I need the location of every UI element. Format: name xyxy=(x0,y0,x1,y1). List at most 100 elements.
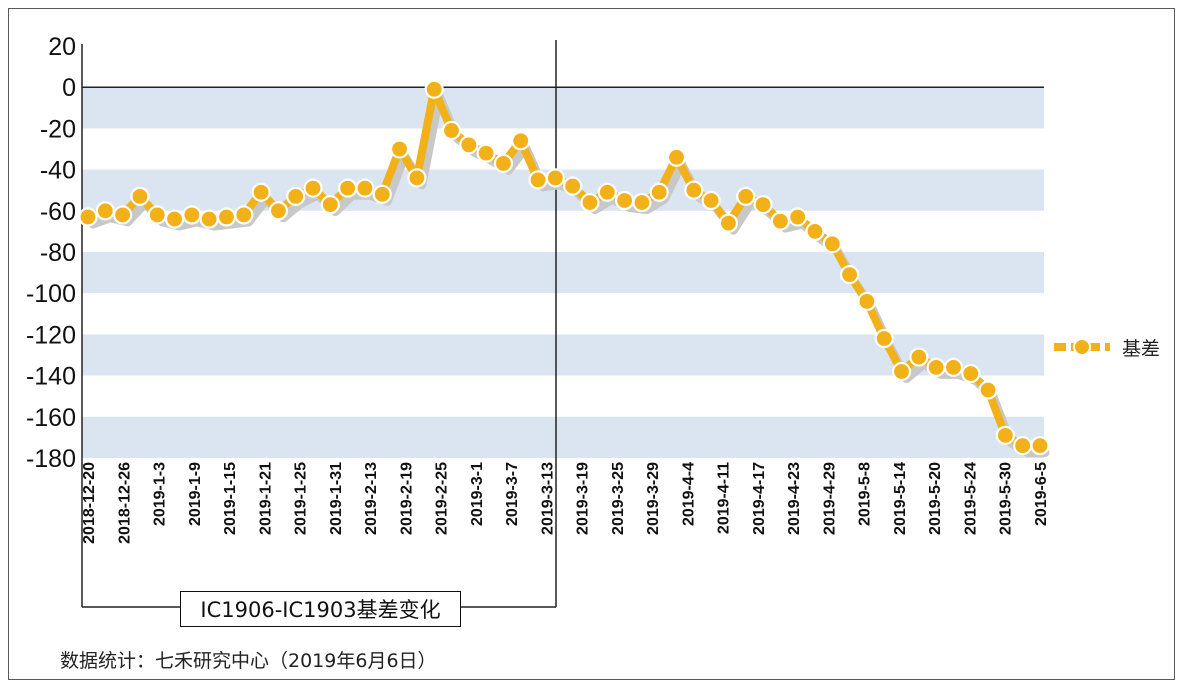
x-tick-label: 2019-3-19 xyxy=(575,462,592,535)
data-point xyxy=(597,182,617,202)
data-point xyxy=(78,207,98,227)
x-tick-label: 2019-5-30 xyxy=(998,462,1015,535)
x-tick-label: 2019-4-4 xyxy=(680,462,697,526)
data-point xyxy=(511,131,531,151)
data-point xyxy=(268,201,288,221)
data-point xyxy=(961,363,981,384)
data-point xyxy=(355,178,375,198)
y-tick-label: -100 xyxy=(26,280,76,308)
data-point xyxy=(891,361,912,382)
data-point xyxy=(770,211,790,231)
data-point xyxy=(684,180,704,200)
data-point xyxy=(701,190,721,211)
x-tick-label: 2019-5-20 xyxy=(927,462,944,535)
data-point xyxy=(822,234,842,254)
data-point xyxy=(649,182,669,202)
data-point xyxy=(736,186,756,206)
data-point xyxy=(372,184,392,204)
data-point xyxy=(632,192,652,213)
grid-band xyxy=(82,252,1044,294)
y-tick-label: -160 xyxy=(26,404,76,432)
data-point xyxy=(718,213,739,233)
y-tick-label: -80 xyxy=(40,239,76,267)
data-point xyxy=(926,357,946,377)
data-point xyxy=(130,186,150,206)
data-point xyxy=(857,291,877,312)
data-point xyxy=(389,139,410,159)
x-tick-label: 2018-12-20 xyxy=(81,462,98,544)
x-tick-label: 2019-2-19 xyxy=(398,462,415,535)
data-point xyxy=(978,380,998,400)
data-point xyxy=(874,328,894,349)
data-point xyxy=(1013,436,1033,456)
y-tick-label: -140 xyxy=(26,363,76,391)
x-tick-label: 2019-3-29 xyxy=(645,462,662,535)
data-point xyxy=(563,176,583,196)
data-point xyxy=(320,195,340,215)
data-point xyxy=(753,195,773,215)
x-tick-label: 2019-4-29 xyxy=(821,462,838,535)
x-tick-label: 2018-12-26 xyxy=(116,462,133,544)
y-tick-label: -40 xyxy=(40,157,76,185)
data-point xyxy=(476,143,496,163)
data-point xyxy=(164,209,185,229)
data-point xyxy=(788,207,808,227)
data-point xyxy=(839,265,860,285)
data-point xyxy=(528,170,548,190)
x-tick-label: 2019-6-5 xyxy=(1033,462,1050,526)
chart-title: IC1906-IC1903基差变化 xyxy=(180,591,461,627)
x-tick-label: 2019-3-25 xyxy=(610,462,627,535)
x-tick-label: 2019-1-31 xyxy=(328,462,345,535)
data-point xyxy=(493,153,514,174)
data-point xyxy=(286,186,306,206)
data-point xyxy=(424,79,444,99)
data-point xyxy=(407,168,427,188)
y-tick-label: 20 xyxy=(48,33,76,61)
x-tick-label: 2019-3-1 xyxy=(469,462,486,526)
legend: 基差 xyxy=(1052,330,1160,364)
y-tick-label: -60 xyxy=(40,198,76,226)
y-tick-label: 0 xyxy=(62,74,76,102)
x-tick-label: 2019-5-8 xyxy=(857,462,874,526)
y-tick-label: -120 xyxy=(26,321,76,349)
x-tick-label: 2019-4-11 xyxy=(716,462,733,534)
x-tick-label: 2019-1-25 xyxy=(293,462,310,535)
y-tick-label: -180 xyxy=(26,445,76,473)
data-point xyxy=(147,205,167,225)
y-tick-label: -20 xyxy=(40,115,76,143)
x-tick-label: 2019-4-23 xyxy=(786,462,803,535)
x-tick-label: 2019-4-17 xyxy=(751,462,768,535)
data-point xyxy=(995,425,1015,445)
data-point xyxy=(666,147,687,167)
data-point xyxy=(805,221,825,241)
data-point xyxy=(234,205,254,225)
x-tick-label: 2019-1-15 xyxy=(222,462,239,535)
x-tick-label: 2019-2-13 xyxy=(363,462,380,535)
x-tick-label: 2019-3-7 xyxy=(504,462,521,526)
data-point xyxy=(251,182,271,202)
data-point xyxy=(441,120,462,141)
data-point xyxy=(216,207,237,227)
x-tick-label: 2019-1-9 xyxy=(187,462,204,526)
x-tick-label: 2019-1-21 xyxy=(257,462,274,535)
x-tick-label: 2019-2-25 xyxy=(434,462,451,535)
x-tick-label: 2019-3-13 xyxy=(539,462,556,535)
data-point xyxy=(113,205,133,225)
data-point xyxy=(943,357,964,377)
data-point xyxy=(95,201,115,221)
data-point xyxy=(909,347,929,367)
data-point xyxy=(545,168,565,188)
chart-frame xyxy=(8,8,1175,680)
x-tick-label: 2019-5-14 xyxy=(892,462,909,535)
x-tick-label: 2019-1-3 xyxy=(152,462,169,526)
grid-band xyxy=(82,416,1044,458)
data-point xyxy=(182,205,202,225)
data-point xyxy=(459,135,479,155)
data-point xyxy=(614,190,635,211)
data-point xyxy=(199,209,219,229)
data-point xyxy=(338,178,358,198)
legend-label: 基差 xyxy=(1122,337,1161,360)
grid-band xyxy=(82,87,1044,129)
data-point xyxy=(303,178,323,198)
